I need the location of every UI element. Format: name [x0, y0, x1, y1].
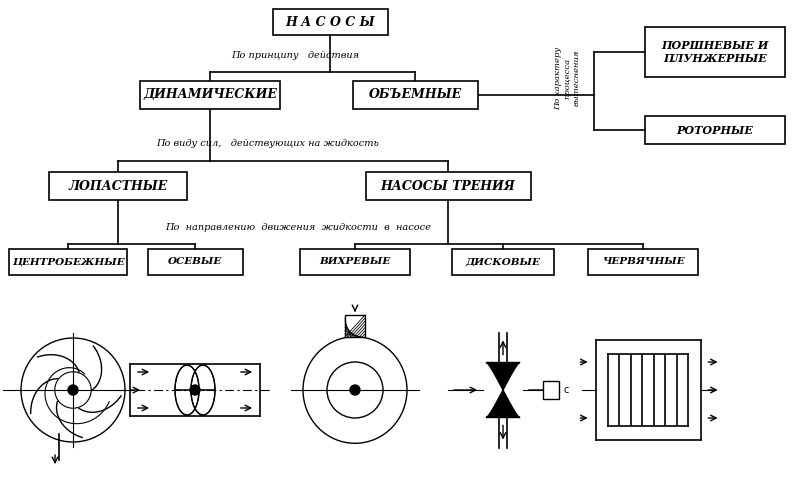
Text: По  направлению  движения  жидкости  в  насосе: По направлению движения жидкости в насос…	[165, 224, 431, 233]
Bar	[353, 81, 478, 109]
Bar	[140, 81, 280, 109]
Bar	[345, 315, 365, 337]
Text: ОСЕВЫЕ: ОСЕВЫЕ	[168, 257, 222, 266]
Polygon shape	[486, 363, 520, 418]
Text: c: c	[563, 385, 568, 395]
Text: ЦЕНТРОБЕЖНЫЕ: ЦЕНТРОБЕЖНЫЕ	[12, 257, 124, 266]
Bar	[645, 116, 785, 144]
Text: ДИСКОВЫЕ: ДИСКОВЫЕ	[466, 257, 541, 266]
Text: НАСОСЫ ТРЕНИЯ: НАСОСЫ ТРЕНИЯ	[381, 180, 515, 192]
Text: ДИНАМИЧЕСКИЕ: ДИНАМИЧЕСКИЕ	[143, 88, 277, 102]
Circle shape	[190, 385, 200, 395]
Text: ЛОПАСТНЫЕ: ЛОПАСТНЫЕ	[68, 180, 168, 192]
Text: ПОРШНЕВЫЕ И
ПЛУНЖЕРНЫЕ: ПОРШНЕВЫЕ И ПЛУНЖЕРНЫЕ	[662, 40, 769, 64]
Bar	[273, 9, 387, 35]
Text: ОБЪЕМНЫЕ: ОБЪЕМНЫЕ	[369, 88, 462, 102]
Bar	[588, 249, 698, 275]
Bar	[49, 172, 187, 200]
Text: По характеру
процесса
вытеснения: По характеру процесса вытеснения	[554, 46, 580, 110]
Ellipse shape	[303, 337, 407, 443]
Bar	[543, 381, 559, 399]
Text: ВИХРЕВЫЕ: ВИХРЕВЫЕ	[319, 257, 390, 266]
Bar	[452, 249, 554, 275]
Circle shape	[350, 385, 360, 395]
Text: По виду сил,   действующих на жидкость: По виду сил, действующих на жидкость	[157, 138, 379, 147]
Bar	[147, 249, 242, 275]
Text: По принципу   действия: По принципу действия	[231, 51, 359, 60]
Text: РОТОРНЫЕ: РОТОРНЫЕ	[677, 124, 754, 135]
Text: Н А С О С Ы: Н А С О С Ы	[285, 15, 375, 28]
Bar	[300, 249, 410, 275]
Text: ЧЕРВЯЧНЫЕ: ЧЕРВЯЧНЫЕ	[602, 257, 684, 266]
Bar	[645, 27, 785, 77]
Circle shape	[68, 385, 78, 395]
Bar	[366, 172, 530, 200]
Bar	[9, 249, 127, 275]
